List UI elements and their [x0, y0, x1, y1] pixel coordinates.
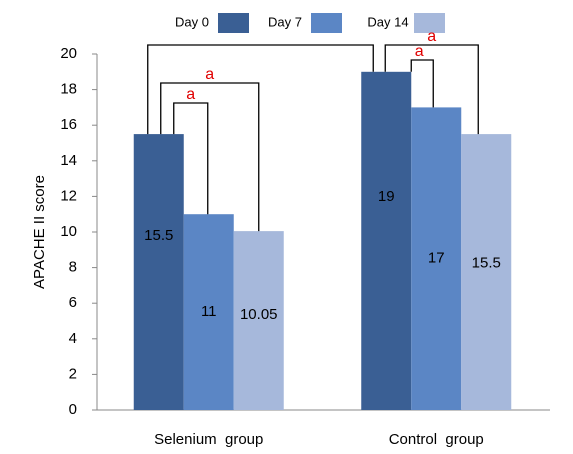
value-label: 15.5 — [472, 255, 501, 272]
bar — [133, 134, 184, 410]
y-tick-label: 14 — [60, 152, 77, 169]
value-label: 17 — [428, 250, 445, 267]
annotation: a — [205, 66, 214, 83]
legend-label: Day 0 — [175, 14, 209, 29]
annotation: a — [186, 86, 195, 103]
bracket — [160, 82, 260, 232]
bar — [183, 214, 234, 410]
value-label: 11 — [201, 303, 217, 320]
bracket — [410, 59, 434, 108]
annotation: a — [415, 43, 424, 60]
y-tick-label: 16 — [60, 116, 77, 133]
value-label: 19 — [378, 188, 395, 205]
y-tick-label: 2 — [69, 365, 77, 382]
bar — [233, 231, 284, 410]
y-tick-label: 0 — [69, 401, 77, 418]
bar — [361, 71, 412, 411]
y-tick-label: 4 — [69, 330, 77, 347]
y-tick-label: 18 — [60, 81, 77, 98]
y-tick-label: 12 — [60, 187, 77, 204]
bracket — [173, 102, 209, 215]
y-tick-label: 20 — [60, 45, 77, 62]
y-tick-label: 8 — [69, 259, 77, 276]
y-tick-label: 6 — [69, 294, 77, 311]
bracket — [147, 44, 374, 135]
legend-swatch — [414, 13, 445, 33]
legend-label: Day 7 — [268, 14, 302, 29]
y-axis-label: APACHE II score — [31, 175, 48, 289]
value-label: 10.05 — [240, 306, 278, 323]
legend-label: Day 14 — [367, 14, 408, 29]
bar — [411, 107, 462, 411]
x-tick-label: Selenium group — [154, 431, 263, 448]
bar — [461, 134, 512, 410]
legend-swatch — [311, 13, 342, 33]
legend-swatch — [218, 13, 249, 33]
y-tick-label: 10 — [60, 223, 77, 240]
annotation: a — [427, 28, 436, 45]
bracket — [384, 44, 479, 135]
value-label: 15.5 — [144, 227, 173, 244]
x-tick-label: Control group — [389, 431, 484, 448]
